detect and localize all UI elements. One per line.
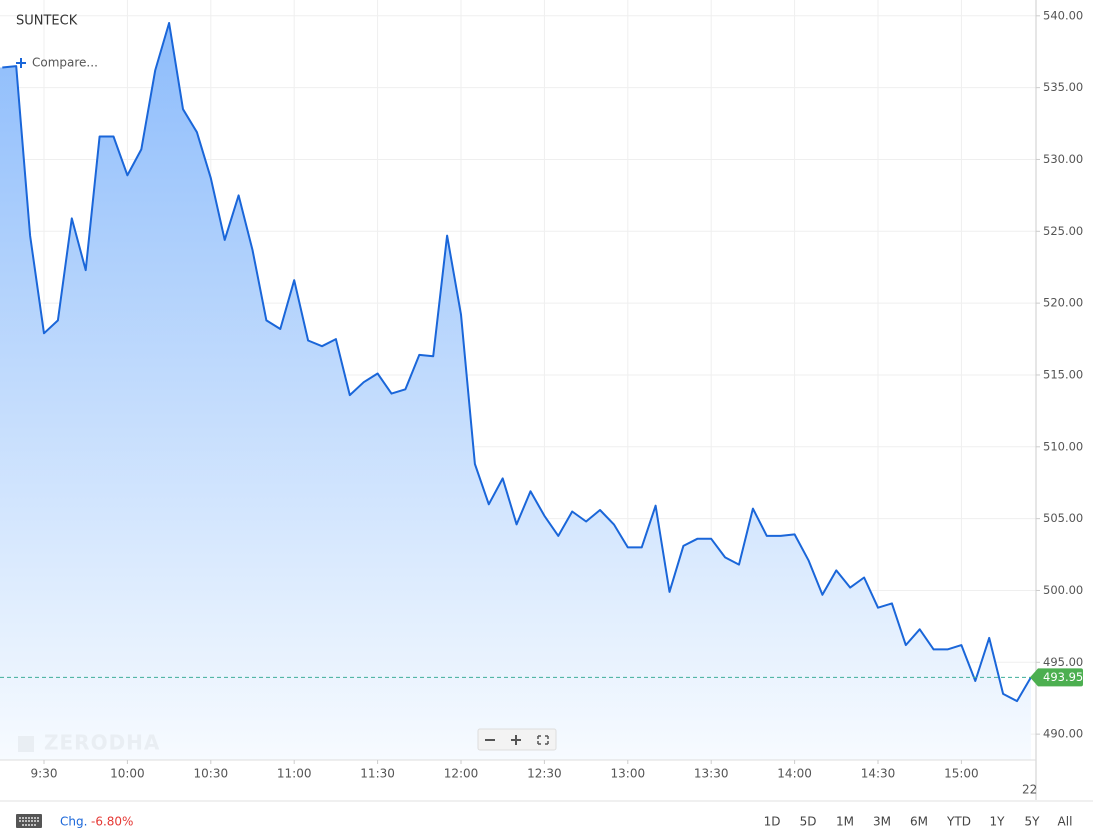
keyboard-icon[interactable]: [16, 814, 42, 828]
x-tick-label: 14:30: [861, 767, 896, 781]
y-tick-label: 510.00: [1043, 439, 1083, 453]
y-tick-label: 505.00: [1043, 511, 1083, 525]
x-tick-label: 10:00: [110, 767, 145, 781]
x-tick-label: 12:00: [444, 767, 479, 781]
y-tick-label: 495.00: [1043, 655, 1083, 669]
change-label: Chg.: [60, 815, 87, 829]
range-button[interactable]: All: [1058, 815, 1073, 829]
range-button[interactable]: 3M: [873, 815, 891, 829]
x-tick-label: 15:00: [944, 767, 979, 781]
watermark: ZERODHA: [44, 731, 160, 755]
x-tick-label: 13:30: [694, 767, 729, 781]
zoom-controls: [477, 728, 557, 751]
x-tick-label: 13:00: [611, 767, 646, 781]
plus-icon: [16, 58, 26, 68]
y-tick-label: 515.00: [1043, 367, 1083, 381]
x-tick-label: 14:00: [777, 767, 812, 781]
range-button[interactable]: 1M: [836, 815, 854, 829]
area: [0, 23, 1031, 760]
range-button[interactable]: 5Y: [1025, 815, 1041, 829]
y-tick-label: 535.00: [1043, 80, 1083, 94]
date-label: 22: [1022, 783, 1037, 797]
range-button[interactable]: 6M: [910, 815, 928, 829]
y-tick-label: 530.00: [1043, 152, 1083, 166]
y-tick-label: 500.00: [1043, 583, 1083, 597]
range-button[interactable]: 1D: [764, 815, 781, 829]
range-button[interactable]: 5D: [800, 815, 817, 829]
compare-label: Compare...: [32, 56, 98, 70]
last-price-label: 493.95: [1043, 670, 1083, 684]
zoom-in[interactable]: [511, 735, 521, 745]
y-tick-label: 540.00: [1043, 8, 1083, 22]
compare-button[interactable]: Compare...: [16, 56, 98, 70]
range-button[interactable]: 1Y: [990, 815, 1006, 829]
fullscreen[interactable]: [537, 735, 549, 745]
x-tick-label: 11:30: [360, 767, 395, 781]
x-tick-label: 10:30: [194, 767, 229, 781]
keyboard-keys: [19, 817, 39, 826]
watermark-logo: [18, 736, 34, 752]
x-tick-label: 12:30: [527, 767, 562, 781]
price-line: [2, 22, 1032, 703]
change-value: -6.80%: [91, 815, 133, 829]
chart-title: SUNTECK: [16, 14, 78, 29]
y-tick-label: 520.00: [1043, 296, 1083, 310]
last-price-tag: [1030, 668, 1083, 687]
x-tick-label: 11:00: [277, 767, 312, 781]
y-tick-label: 490.00: [1043, 727, 1083, 741]
range-button[interactable]: YTD: [946, 815, 971, 829]
y-tick-label: 525.00: [1043, 224, 1083, 238]
x-tick-label: 9:30: [31, 767, 58, 781]
